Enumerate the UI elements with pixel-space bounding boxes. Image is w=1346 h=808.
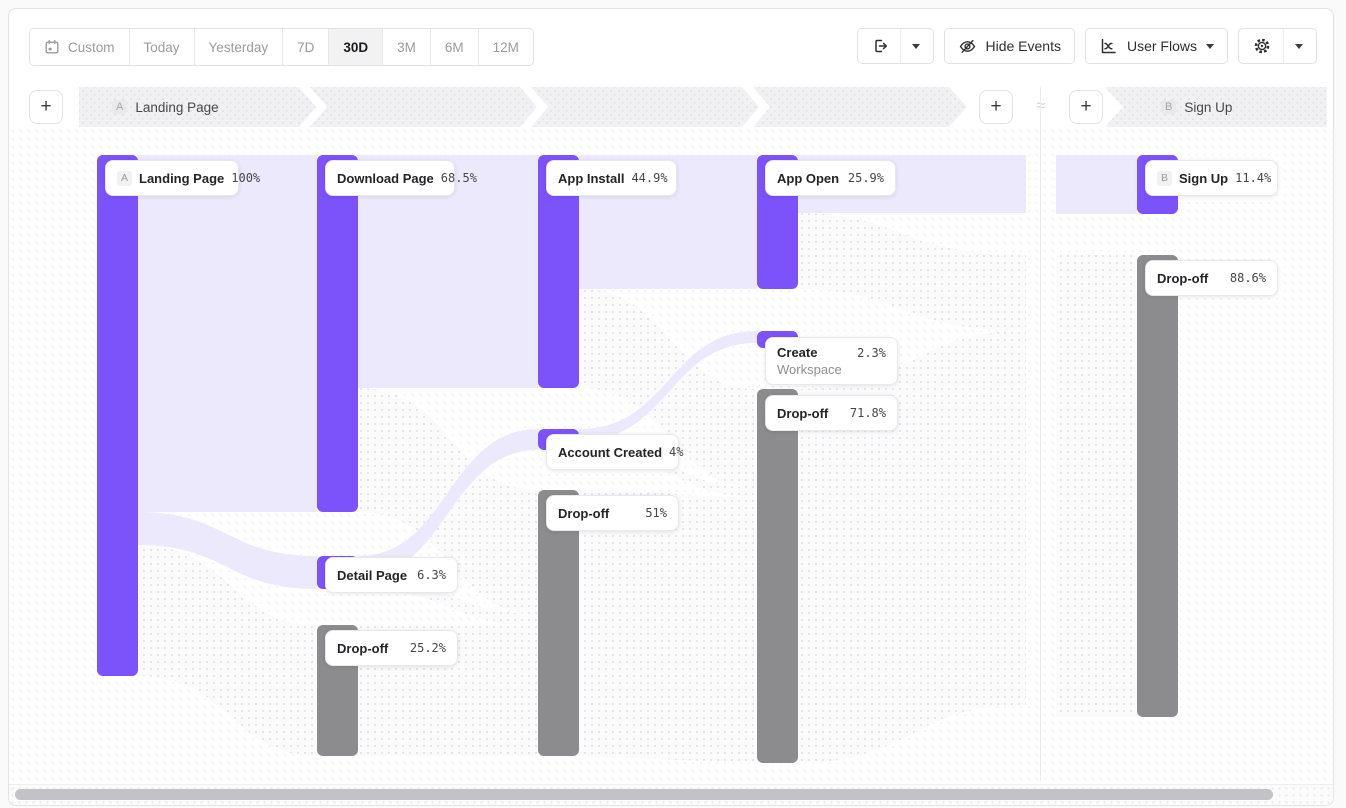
toolbar: Custom Today Yesterday 7D 30D 3M 6M 12M [9, 9, 1333, 79]
user-flows-chart-icon [1101, 38, 1116, 53]
node-card-download-page[interactable]: Download Page 68.5% [325, 160, 477, 196]
node-card-app-install[interactable]: App Install 44.9% [546, 160, 677, 196]
flow-section-a-ribbon[interactable]: A Landing Page [79, 87, 967, 127]
node-bar-dropoff-3[interactable] [538, 490, 579, 756]
node-card-sign-up[interactable]: B Sign Up 11.4% [1145, 160, 1278, 196]
node-card-account-created[interactable]: Account Created 4% [546, 434, 683, 470]
node-card-create-workspace[interactable]: Create 2.3% Workspace [765, 337, 898, 385]
step-badge: A [117, 170, 133, 186]
view-selector-button[interactable]: User Flows [1084, 28, 1228, 64]
toolbar-actions: Hide Events User Flows [856, 28, 1317, 64]
settings-button[interactable] [1238, 28, 1317, 64]
node-card-app-open[interactable]: App Open 25.9% [765, 160, 896, 196]
chevron-down-icon [911, 44, 920, 49]
section-a-badge: A [112, 100, 127, 114]
date-range-3m[interactable]: 3M [382, 29, 430, 65]
app-window: Custom Today Yesterday 7D 30D 3M 6M 12M [8, 8, 1334, 806]
button-divider [899, 29, 901, 63]
date-range-today[interactable]: Today [128, 29, 194, 65]
gear-icon [1254, 38, 1270, 54]
export-icon [874, 39, 887, 53]
section-a-label: A Landing Page [112, 100, 219, 115]
export-button[interactable] [856, 28, 934, 64]
add-step-button-b-start[interactable]: + [1069, 90, 1103, 124]
node-card-dropoff-5[interactable]: Drop-off 88.6% [1145, 260, 1278, 296]
date-range-12m[interactable]: 12M [477, 29, 533, 65]
node-card-dropoff-4[interactable]: Drop-off 71.8% [765, 395, 898, 431]
hide-events-label: Hide Events [985, 38, 1061, 54]
button-divider [1283, 29, 1284, 63]
section-divider-line [1040, 87, 1041, 781]
chevron-down-icon [1206, 44, 1214, 49]
calendar-icon [45, 39, 59, 54]
section-b-badge: B [1161, 100, 1177, 114]
horizontal-scrollbar[interactable] [9, 784, 1333, 805]
node-card-landing-page[interactable]: A Landing Page 100% [105, 160, 260, 196]
hide-events-button[interactable]: Hide Events [943, 28, 1075, 64]
node-card-dropoff-3[interactable]: Drop-off 51% [546, 495, 679, 531]
node-bar-landing-page[interactable] [97, 155, 138, 676]
eye-off-icon [959, 39, 975, 53]
step-badge: B [1157, 170, 1173, 186]
node-bar-dropoff-4[interactable] [757, 389, 798, 763]
date-range-yesterday[interactable]: Yesterday [193, 29, 283, 65]
node-card-dropoff-2[interactable]: Drop-off 25.2% [325, 630, 458, 666]
view-selector-label: User Flows [1126, 38, 1197, 54]
date-range-30d[interactable]: 30D [328, 29, 383, 65]
date-range-label: Custom [68, 39, 115, 55]
add-step-button-a-start[interactable]: + [29, 90, 63, 124]
node-bar-dropoff-5[interactable] [1137, 255, 1178, 717]
flow-section-b-ribbon[interactable]: B Sign Up [1105, 87, 1327, 127]
date-range-7d[interactable]: 7D [282, 29, 329, 65]
node-bar-download-page[interactable] [317, 155, 358, 512]
flow-step-header: + A Landing Page + ≈ + B Sign Up [9, 87, 1333, 127]
scrollbar-thumb[interactable] [15, 789, 1273, 800]
date-range-selector: Custom Today Yesterday 7D 30D 3M 6M 12M [29, 28, 534, 66]
section-separator: ≈ [1031, 95, 1051, 117]
date-range-6m[interactable]: 6M [429, 29, 478, 65]
node-card-detail-page[interactable]: Detail Page 6.3% [325, 557, 458, 593]
chevron-down-icon [1295, 44, 1303, 49]
add-step-button-a-end[interactable]: + [979, 90, 1013, 124]
date-range-custom[interactable]: Custom [30, 29, 129, 65]
section-b-label: B Sign Up [1161, 100, 1232, 115]
